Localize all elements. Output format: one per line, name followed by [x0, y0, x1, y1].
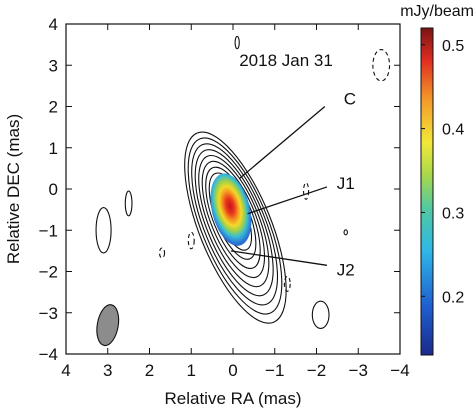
x-tick-label: 0 [228, 361, 237, 380]
y-tick-label: −1 [39, 221, 58, 240]
negative-contour [372, 49, 391, 82]
x-tick-label: −4 [390, 361, 409, 380]
y-tick-label: −2 [39, 263, 58, 282]
noise-contour [234, 35, 240, 50]
x-tick-label: 3 [103, 361, 112, 380]
contour-line [198, 154, 270, 288]
contour-line [187, 137, 283, 315]
contour-line [191, 143, 279, 306]
negative-contour [187, 231, 195, 250]
contour-line [184, 131, 287, 324]
leader-line [230, 250, 328, 266]
x-tick-label: 2 [145, 361, 154, 380]
component-label: C [344, 89, 356, 108]
beam-ellipse [96, 304, 120, 347]
negative-contour [283, 275, 291, 292]
colorbar-tick-label: 0.2 [442, 289, 464, 306]
component-label: J2 [337, 260, 355, 279]
colorbar-tick-label: 0.4 [442, 122, 464, 139]
y-tick-label: 0 [49, 180, 58, 199]
contour-line [205, 166, 261, 269]
noise-contour [124, 190, 133, 217]
colorbar-tick-label: 0.3 [442, 205, 464, 222]
colorbar [420, 27, 434, 356]
y-tick-label: 3 [49, 56, 58, 75]
leader-line [247, 186, 328, 215]
noise-contour [311, 300, 330, 329]
x-axis-title: Relative RA (mas) [165, 389, 302, 408]
colorbar-title: mJy/beam [400, 3, 474, 20]
y-tick-label: 1 [49, 139, 58, 158]
component-label: J1 [337, 174, 355, 193]
chart-marks: C J1 J2 [230, 89, 356, 279]
y-axis: 4 3 2 1 0 −1 −2 −3 −4 [39, 15, 400, 364]
x-tick-label: 1 [187, 361, 196, 380]
x-tick-label: −3 [349, 361, 368, 380]
x-tick-label: −1 [265, 361, 284, 380]
y-axis-title: Relative DEC (mas) [4, 114, 23, 264]
y-tick-label: 2 [49, 98, 58, 117]
contour-map [95, 35, 391, 347]
epoch-label: 2018 Jan 31 [239, 51, 333, 70]
contour-line [194, 149, 274, 297]
x-axis: 4 3 2 1 0 −1 −2 −3 −4 [61, 24, 410, 380]
noise-contour [343, 229, 348, 236]
intensity-map [210, 173, 252, 246]
leader-line [238, 106, 326, 180]
x-tick-label: −2 [307, 361, 326, 380]
y-tick-label: −4 [39, 345, 58, 364]
y-tick-label: 4 [49, 15, 58, 34]
colorbar-ticks: 0.5 0.4 0.3 0.2 [421, 38, 464, 306]
negative-contour [158, 247, 166, 259]
y-tick-label: −3 [39, 304, 58, 323]
noise-contour [95, 207, 112, 254]
negative-contour [303, 182, 310, 200]
x-tick-label: 4 [61, 361, 70, 380]
colorbar-tick-label: 0.5 [442, 38, 464, 55]
